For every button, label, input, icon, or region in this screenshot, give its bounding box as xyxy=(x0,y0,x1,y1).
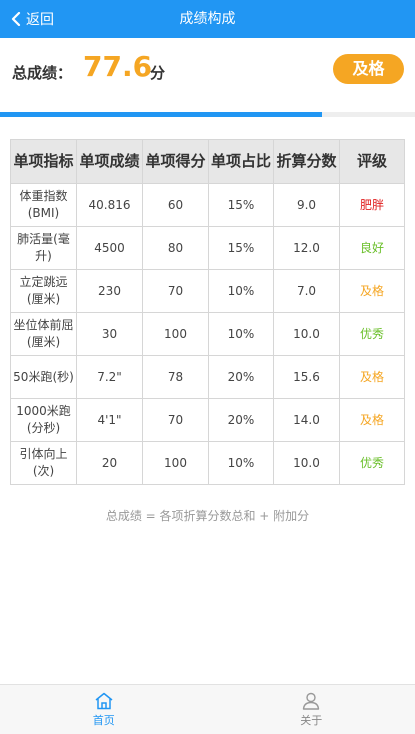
header-cell: 评级 xyxy=(339,139,405,184)
score-table-container: 单项指标 单项成绩 单项得分 单项占比 折算分数 评级 体重指数(BMI) 40… xyxy=(10,139,405,485)
item-converted: 7.0 xyxy=(273,269,340,313)
back-label: 返回 xyxy=(26,12,54,28)
item-result: 4'1" xyxy=(76,398,143,442)
item-score: 100 xyxy=(142,441,209,485)
item-rating: 肥胖 xyxy=(339,183,405,227)
item-converted: 10.0 xyxy=(273,441,340,485)
header-bar: 返回 成绩构成 xyxy=(0,0,415,38)
item-rating: 及格 xyxy=(339,398,405,442)
item-result: 30 xyxy=(76,312,143,356)
item-rating: 优秀 xyxy=(339,312,405,356)
table-row: 体重指数(BMI) 40.816 60 15% 9.0 肥胖 xyxy=(10,183,405,227)
item-result: 40.816 xyxy=(76,183,143,227)
score-table: 单项指标 单项成绩 单项得分 单项占比 折算分数 评级 体重指数(BMI) 40… xyxy=(10,139,405,485)
tab-about[interactable]: 关于 xyxy=(208,685,415,734)
item-result: 4500 xyxy=(76,226,143,270)
item-score: 60 xyxy=(142,183,209,227)
header-cell: 单项得分 xyxy=(142,139,209,184)
item-name: 1000米跑(分秒) xyxy=(10,398,77,442)
header-cell: 单项成绩 xyxy=(76,139,143,184)
item-rating: 及格 xyxy=(339,269,405,313)
table-row: 1000米跑(分秒) 4'1" 70 20% 14.0 及格 xyxy=(10,398,405,442)
item-score: 80 xyxy=(142,226,209,270)
item-weight: 20% xyxy=(208,398,274,442)
item-name: 50米跑(秒) xyxy=(10,355,77,399)
header-cell: 单项指标 xyxy=(10,139,77,184)
item-converted: 15.6 xyxy=(273,355,340,399)
item-weight: 20% xyxy=(208,355,274,399)
score-progress-fill xyxy=(0,112,323,117)
total-score-value: 77.6 xyxy=(83,50,153,83)
table-row: 肺活量(毫升) 4500 80 15% 12.0 良好 xyxy=(10,226,405,270)
home-icon xyxy=(95,692,113,709)
item-result: 20 xyxy=(76,441,143,485)
item-weight: 10% xyxy=(208,269,274,313)
bottom-tab-bar: 首页 关于 xyxy=(0,684,415,734)
item-score: 70 xyxy=(142,269,209,313)
score-formula-note: 总成绩 = 各项折算分数总和 + 附加分 xyxy=(105,509,310,523)
user-icon xyxy=(303,692,320,710)
item-converted: 10.0 xyxy=(273,312,340,356)
total-score-unit: 分 xyxy=(150,64,166,82)
item-rating: 及格 xyxy=(339,355,405,399)
item-name: 立定跳远(厘米) xyxy=(10,269,77,313)
table-row: 50米跑(秒) 7.2" 78 20% 15.6 及格 xyxy=(10,355,405,399)
item-score: 78 xyxy=(142,355,209,399)
header-cell: 单项占比 xyxy=(208,139,274,184)
tab-about-label: 关于 xyxy=(300,713,323,727)
item-converted: 14.0 xyxy=(273,398,340,442)
table-row: 坐位体前屈(厘米) 30 100 10% 10.0 优秀 xyxy=(10,312,405,356)
item-result: 230 xyxy=(76,269,143,313)
item-converted: 9.0 xyxy=(273,183,340,227)
item-weight: 10% xyxy=(208,441,274,485)
chevron-left-icon xyxy=(11,12,21,26)
item-converted: 12.0 xyxy=(273,226,340,270)
total-score-label: 总成绩： xyxy=(12,64,73,82)
item-weight: 15% xyxy=(208,183,274,227)
item-result: 7.2" xyxy=(76,355,143,399)
table-header-row: 单项指标 单项成绩 单项得分 单项占比 折算分数 评级 xyxy=(10,139,405,184)
tab-home[interactable]: 首页 xyxy=(0,685,208,734)
item-rating: 良好 xyxy=(339,226,405,270)
tab-home-label: 首页 xyxy=(92,713,115,727)
item-score: 100 xyxy=(142,312,209,356)
pass-badge-button[interactable]: 及格 xyxy=(333,54,404,84)
item-name: 引体向上(次) xyxy=(10,441,77,485)
header-cell: 折算分数 xyxy=(273,139,340,184)
item-weight: 15% xyxy=(208,226,274,270)
item-name: 体重指数(BMI) xyxy=(10,183,77,227)
score-summary: 总成绩： 77.6 分 及格 xyxy=(0,38,415,112)
item-rating: 优秀 xyxy=(339,441,405,485)
item-weight: 10% xyxy=(208,312,274,356)
table-row: 引体向上(次) 20 100 10% 10.0 优秀 xyxy=(10,441,405,485)
page-title: 成绩构成 xyxy=(179,11,236,27)
item-name: 肺活量(毫升) xyxy=(10,226,77,270)
score-progress-bar xyxy=(0,112,415,117)
table-row: 立定跳远(厘米) 230 70 10% 7.0 及格 xyxy=(10,269,405,313)
item-name: 坐位体前屈(厘米) xyxy=(10,312,77,356)
item-score: 70 xyxy=(142,398,209,442)
back-button[interactable]: 返回 xyxy=(10,0,54,38)
